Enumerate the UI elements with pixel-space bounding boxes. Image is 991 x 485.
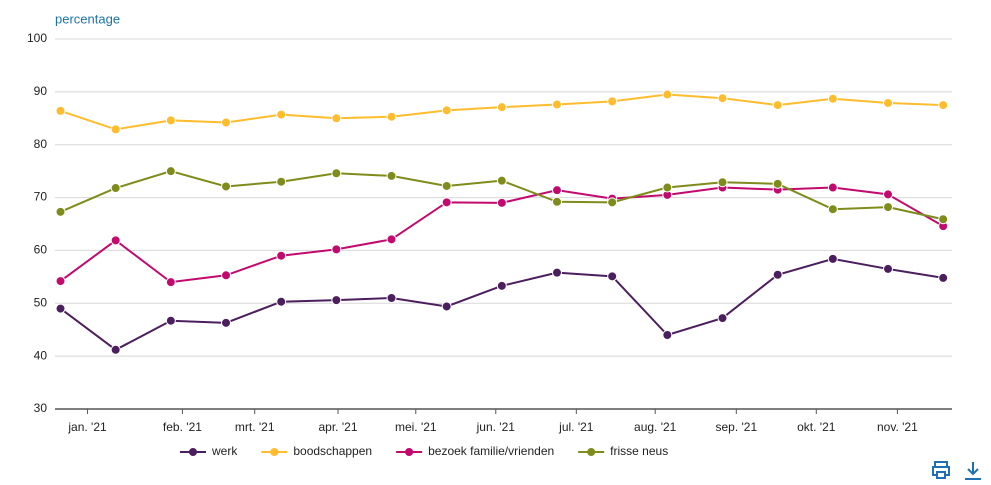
data-point	[165, 277, 176, 288]
data-point	[662, 89, 673, 100]
legend-marker	[405, 448, 414, 456]
data-point	[552, 99, 563, 110]
legend-label: frisse neus	[610, 444, 668, 458]
legend-label: werk	[211, 444, 238, 458]
download-icon[interactable]	[965, 462, 981, 480]
data-point	[441, 180, 452, 191]
data-point	[276, 296, 287, 307]
data-point	[386, 170, 397, 181]
data-point	[938, 214, 949, 225]
data-point	[552, 267, 563, 278]
x-tick-label: okt. '21	[797, 420, 836, 434]
x-tick-label: nov. '21	[877, 420, 918, 434]
data-point	[221, 317, 232, 328]
data-point	[883, 202, 894, 213]
data-point	[441, 105, 452, 116]
data-point	[772, 269, 783, 280]
data-point	[441, 197, 452, 208]
data-point	[221, 270, 232, 281]
plot: 30 40 50 60 70 80 90 100 jan. '21 feb. '21 mrt. '2…	[27, 31, 952, 458]
y-axis-label: percentage	[55, 11, 120, 26]
data-point	[827, 93, 838, 104]
data-point	[717, 313, 728, 324]
data-point	[883, 263, 894, 274]
data-point	[496, 102, 507, 113]
legend-marker	[587, 448, 596, 456]
data-point	[276, 176, 287, 187]
data-point	[772, 178, 783, 189]
data-point	[717, 177, 728, 188]
data-point	[55, 206, 66, 217]
data-point	[607, 271, 618, 282]
x-tick-label: mrt. '21	[235, 420, 275, 434]
data-point	[883, 97, 894, 108]
x-tick-label: jan. '21	[67, 420, 107, 434]
y-tick-label: 90	[34, 84, 48, 98]
data-point	[386, 234, 397, 245]
data-point	[827, 253, 838, 264]
data-point	[276, 109, 287, 120]
data-point	[552, 185, 563, 196]
data-point	[110, 124, 121, 135]
data-point	[55, 276, 66, 287]
y-tick-label: 70	[34, 190, 48, 204]
series-line	[59, 257, 944, 351]
y-tick-label: 80	[34, 137, 48, 151]
data-point	[331, 295, 342, 306]
x-tick-label: mei. '21	[395, 420, 437, 434]
data-point	[607, 197, 618, 208]
data-point	[662, 330, 673, 340]
data-point	[883, 189, 894, 200]
data-point	[938, 272, 949, 283]
data-point	[938, 100, 949, 111]
data-point	[165, 315, 176, 326]
legend-marker	[189, 448, 197, 456]
data-point	[110, 235, 121, 246]
y-tick-label: 50	[34, 295, 48, 309]
data-point	[331, 168, 342, 179]
data-point	[662, 182, 673, 193]
data-point	[827, 204, 838, 215]
legend-label: boodschappen	[293, 444, 372, 458]
x-tick-label: sep. '21	[715, 420, 757, 434]
y-tick-label: 40	[34, 348, 48, 362]
data-point	[55, 105, 66, 116]
x-tick-label: feb. '21	[163, 420, 202, 434]
data-point	[496, 175, 507, 186]
x-tick-label: apr. '21	[319, 420, 358, 434]
y-tick-label: 60	[34, 243, 48, 257]
data-point	[331, 244, 342, 255]
data-point	[496, 280, 507, 291]
data-point	[110, 183, 121, 194]
data-point	[221, 181, 232, 192]
data-point	[827, 182, 838, 193]
x-tick-label: jul. '21	[558, 420, 594, 434]
print-icon[interactable]	[932, 461, 950, 479]
data-point	[331, 113, 342, 124]
legend-label: bezoek familie/vrienden	[428, 444, 554, 458]
data-point	[717, 93, 728, 104]
data-point	[165, 115, 176, 126]
data-point	[165, 166, 176, 177]
data-point	[55, 303, 66, 314]
data-point	[386, 111, 397, 122]
data-point	[607, 96, 618, 107]
data-point	[110, 344, 121, 355]
x-tick-label: jun. '21	[476, 420, 516, 434]
y-tick-label: 30	[34, 401, 48, 415]
data-point	[772, 100, 783, 111]
data-point	[441, 301, 452, 312]
data-point	[276, 250, 287, 261]
data-point	[221, 117, 232, 128]
data-point	[386, 293, 397, 303]
legend-marker	[270, 448, 279, 456]
x-tick-label: aug. '21	[634, 420, 677, 434]
data-point	[496, 197, 507, 208]
data-point	[552, 196, 563, 207]
y-tick-label: 100	[27, 31, 47, 45]
